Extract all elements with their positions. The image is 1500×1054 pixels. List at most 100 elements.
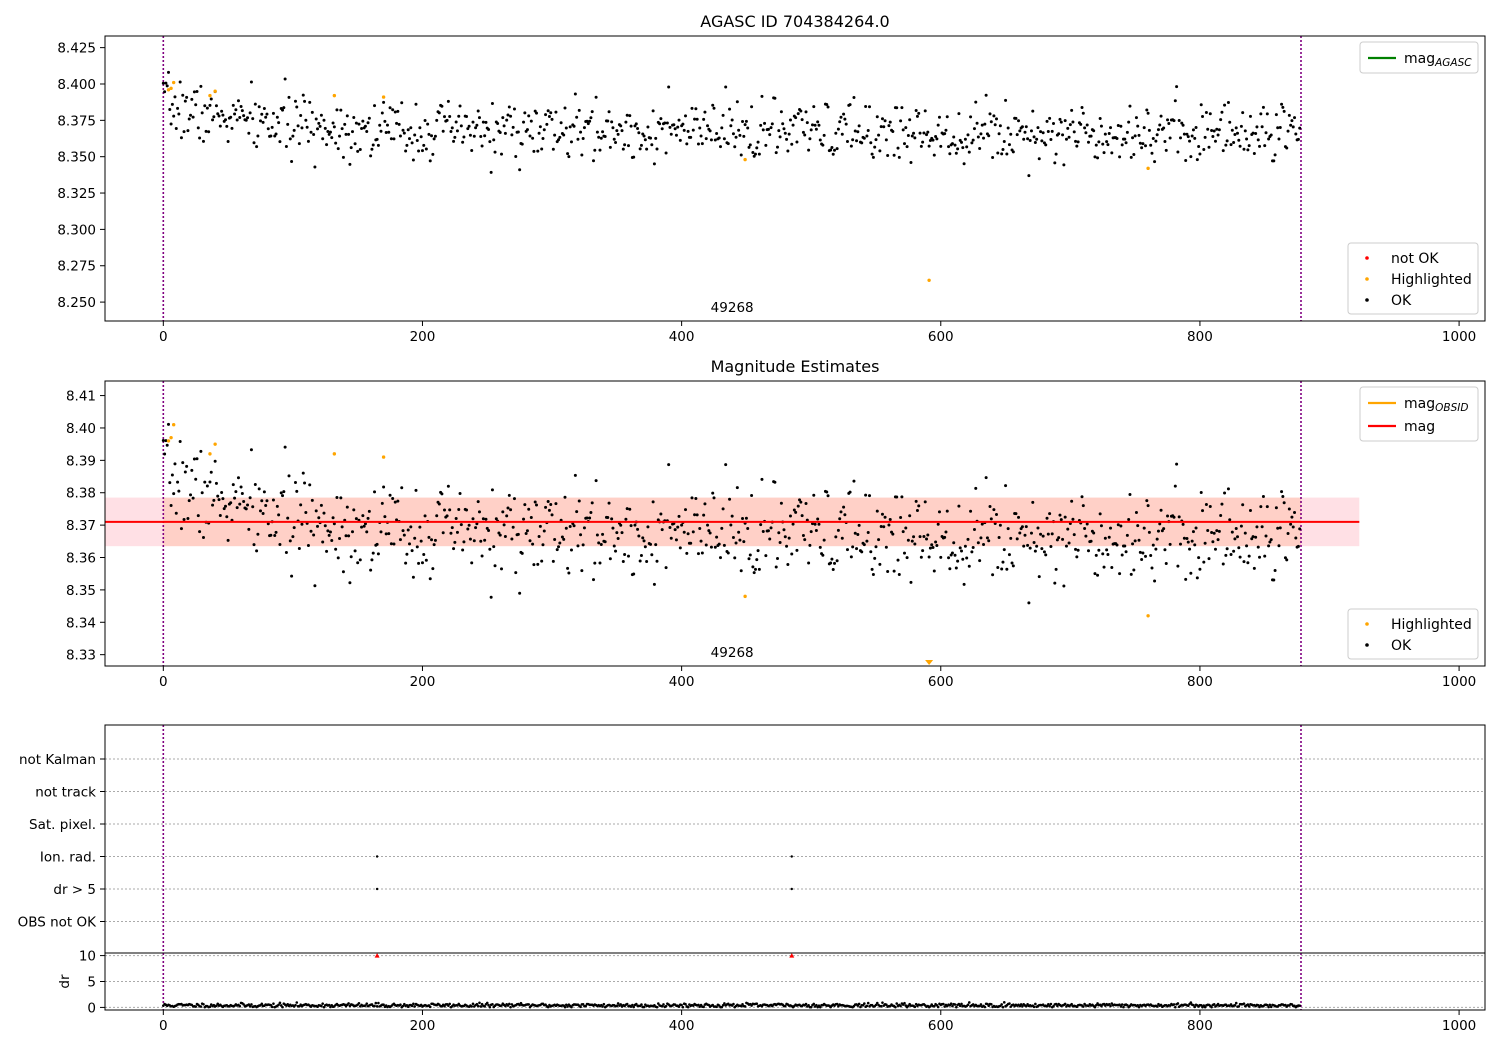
ok-point [1256,138,1260,142]
ok-point [1000,567,1004,571]
ok-point [1181,123,1185,127]
ok-point [415,138,419,142]
ok-point [380,111,384,115]
ok-point [669,132,673,136]
dr-point [202,1002,205,1006]
ok-point [1261,494,1265,498]
ok-point [744,516,748,520]
y-tick-label: 5 [87,975,96,991]
ok-point [927,555,931,559]
x-tick-label: 800 [1187,329,1213,345]
ok-point [449,130,453,134]
ok-point [496,122,500,126]
ok-point [1296,544,1300,548]
ok-point [393,500,397,504]
ok-point [918,535,922,539]
ok-point [718,556,722,560]
ok-point [170,102,174,106]
ok-point [568,525,572,529]
ok-point [354,121,358,125]
ok-point [1145,108,1149,112]
ok-point [1011,150,1015,154]
ok-point [532,149,536,153]
dr-point [1109,1004,1112,1008]
dr-point [631,1003,634,1007]
ok-point [626,144,630,148]
ok-point [287,95,291,99]
ok-point [720,126,724,130]
y-axis-label: dr [57,974,73,989]
ok-point [1274,113,1278,117]
ok-point [1220,502,1224,506]
ok-point [978,559,982,563]
ok-point [731,132,735,136]
dr-point [863,1002,866,1005]
ok-point [1234,126,1238,130]
ok-point [1124,550,1128,554]
ok-point [1096,573,1100,577]
ok-point [1063,515,1067,519]
ok-point [888,120,892,124]
obsid-annotation: 49268 [711,645,754,661]
ok-point [606,516,610,520]
ok-point [1217,529,1221,533]
dr-point [1234,1001,1238,1005]
ok-point [266,127,270,131]
ok-point [310,110,314,114]
ok-point [522,120,526,124]
ok-point [871,573,875,577]
ok-point [1282,109,1286,113]
ok-point [196,126,200,130]
ok-point [1277,544,1281,548]
ok-point [177,112,181,116]
ok-point [308,483,312,487]
ok-point [944,128,948,132]
ok-point [643,138,647,142]
ok-point [505,514,509,518]
ok-point [674,133,678,137]
ok-point [340,525,344,529]
ok-point [1285,146,1289,150]
ok-point [870,152,874,156]
ok-point [558,541,562,545]
ok-point [395,518,399,522]
ok-point [588,119,592,123]
ok-point [926,533,930,537]
ok-point [1272,159,1276,163]
ok-point [277,513,281,517]
ok-point [1273,569,1277,573]
ok-point [529,119,533,123]
ok-point [235,118,239,122]
ok-point [475,123,479,127]
ok-point [271,111,275,115]
ok-point [172,492,176,496]
ok-point [1245,137,1249,141]
ok-point [900,106,904,110]
ok-point [354,517,358,521]
ok-point [1208,112,1212,116]
ok-point [1278,526,1282,530]
ok-point [713,138,717,142]
ok-point [1064,137,1068,141]
ok-point [807,148,811,152]
ok-point [1163,140,1167,144]
ok-point [869,550,873,554]
ok-point [551,559,555,563]
legend-points [1347,608,1479,660]
ok-point [677,514,681,518]
ok-point [686,129,690,133]
ok-point [1182,536,1186,540]
ok-point [511,525,515,529]
dr-point [483,1005,486,1008]
ok-point [541,543,545,547]
ok-point [405,143,409,147]
ok-point [623,143,627,147]
ok-point [908,118,912,122]
ok-point [664,566,668,570]
dr-point [741,1002,744,1006]
flag-category-label: not track [35,785,96,801]
ok-point [470,561,474,565]
ok-point [217,114,221,118]
ok-point [410,549,414,553]
ok-point [537,535,541,539]
